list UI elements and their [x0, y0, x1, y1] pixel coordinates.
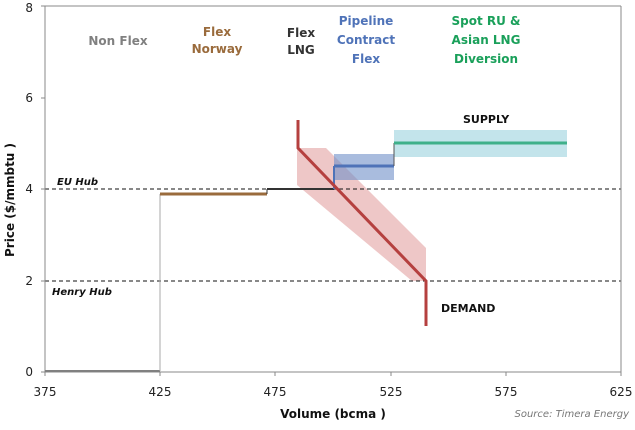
svg-text:2: 2: [25, 274, 33, 288]
supply-label: SUPPLY: [463, 113, 510, 126]
eu-hub-label: EU Hub: [57, 177, 98, 188]
svg-text:Non Flex: Non Flex: [88, 34, 147, 48]
svg-text:Flex: Flex: [287, 26, 315, 40]
svg-text:4: 4: [25, 182, 33, 196]
svg-text:0: 0: [25, 365, 33, 379]
svg-text:525: 525: [380, 385, 403, 399]
svg-text:Flex: Flex: [352, 52, 380, 66]
svg-text:Spot RU &: Spot RU &: [451, 14, 520, 28]
svg-text:8: 8: [25, 1, 33, 15]
svg-text:375: 375: [34, 385, 57, 399]
svg-text:475: 475: [264, 385, 287, 399]
svg-text:Flex: Flex: [203, 25, 231, 39]
svg-text:Diversion: Diversion: [454, 52, 518, 66]
demand-line: [296, 120, 428, 326]
category-labels: Non Flex Flex Norway Flex LNG Pipeline C…: [88, 14, 520, 66]
svg-text:LNG: LNG: [287, 43, 315, 57]
source-note: Source: Timera Energy: [515, 409, 631, 420]
svg-text:Asian LNG: Asian LNG: [452, 33, 521, 47]
svg-text:6: 6: [25, 91, 33, 105]
svg-text:Norway: Norway: [192, 42, 243, 56]
x-tick-labels: 375 425 475 525 575 625: [34, 385, 633, 399]
svg-text:Pipeline: Pipeline: [339, 14, 394, 28]
svg-text:Contract: Contract: [337, 33, 395, 47]
svg-text:625: 625: [610, 385, 633, 399]
svg-text:575: 575: [495, 385, 518, 399]
y-tick-labels: 0 2 4 6 8: [25, 1, 33, 379]
demand-label: DEMAND: [441, 302, 495, 315]
henry-hub-label: Henry Hub: [52, 287, 112, 298]
x-axis-title: Volume (bcma ): [280, 407, 386, 421]
svg-text:425: 425: [149, 385, 172, 399]
y-axis-title: Price ($/mmbtu ): [3, 143, 17, 257]
